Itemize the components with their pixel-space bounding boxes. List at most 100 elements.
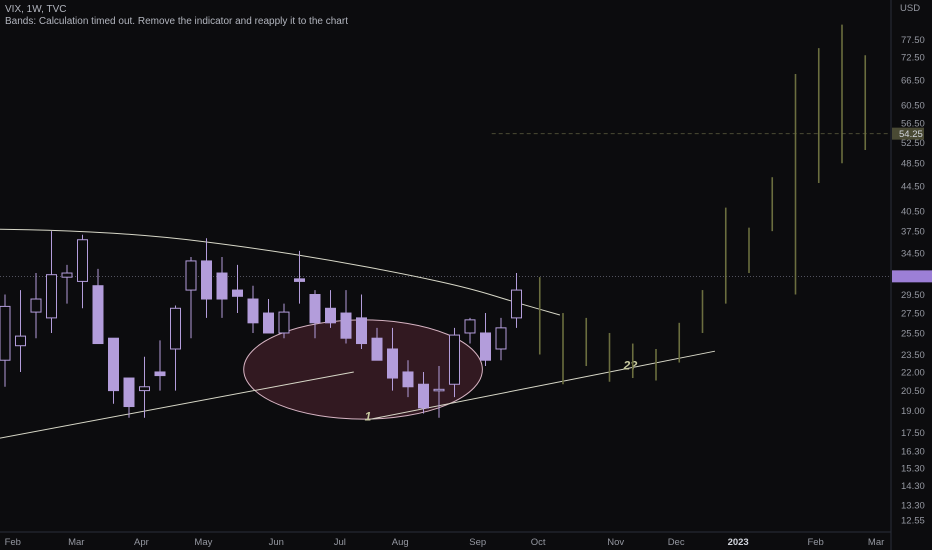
time-tick-label: Jul [334, 537, 346, 548]
candle-body-down [216, 272, 228, 300]
time-tick-label: Apr [134, 537, 149, 548]
candle [185, 257, 197, 339]
candle-body-down [480, 332, 491, 361]
price-tick-label: 52.50 [901, 138, 925, 149]
price-axis-panel[interactable] [891, 0, 932, 532]
candle [356, 294, 367, 349]
time-tick-label: Feb [807, 537, 823, 548]
candle-body-up [433, 388, 445, 392]
candle-body-up [495, 327, 507, 350]
candle-body-down [309, 294, 321, 324]
candle [278, 303, 290, 339]
candle [0, 294, 11, 387]
candle [402, 360, 414, 398]
candle [433, 366, 445, 418]
projection-bars-layer [538, 24, 867, 385]
projection-price-badge [892, 127, 924, 140]
price-tick-label: 14.30 [901, 481, 925, 492]
price-tick-label: 72.50 [901, 53, 925, 64]
lower-support-trendline [0, 371, 354, 439]
time-tick-label: Oct [531, 537, 546, 548]
candle-body-up [185, 260, 197, 291]
price-tick-label: 48.50 [901, 159, 925, 170]
projection-price-label: 54.25 [899, 129, 923, 140]
time-axis-panel[interactable] [0, 532, 891, 550]
time-tick-label: May [194, 537, 212, 548]
price-tick-label: 56.50 [901, 118, 925, 129]
candle [123, 377, 135, 418]
candle-body-down [201, 260, 212, 300]
price-tick-label: 34.50 [901, 249, 925, 260]
candle-body-down [123, 377, 135, 408]
candle [495, 317, 507, 361]
candle [340, 290, 352, 344]
candle-body-up [77, 239, 88, 282]
candle-body-up [15, 335, 26, 347]
candle [263, 299, 274, 334]
candle [511, 273, 522, 328]
price-tick-label: 66.50 [901, 75, 925, 86]
candle-body-up [30, 298, 42, 313]
candle-body-down [154, 371, 166, 377]
candle-body-up [46, 274, 57, 319]
candle [371, 327, 383, 361]
candles-layer [0, 231, 522, 418]
candle-body-up [0, 305, 11, 361]
price-axis-ticks: 77.50 72.50 66.50 60.50 56.50 52.50 48.50 44.50… [901, 35, 925, 527]
price-tick-label: 22.00 [901, 367, 925, 378]
price-tick-label: 17.50 [901, 428, 925, 439]
price-tick-label: 44.50 [901, 181, 925, 192]
chart-symbol-title[interactable]: VIX, 1W, TVC [5, 4, 67, 15]
candle [15, 290, 26, 372]
candle [480, 313, 491, 367]
price-tick-label: 60.50 [901, 100, 925, 111]
time-tick-label: Sep [469, 537, 486, 548]
current-price-badge [892, 270, 932, 283]
time-tick-label: Nov [607, 537, 624, 548]
candle-body-down [247, 298, 259, 324]
candle-body-up [278, 311, 290, 334]
candle-body-up [170, 307, 181, 350]
candle-body-up [449, 334, 460, 385]
candle-body-up [61, 272, 73, 278]
candle-body-up [139, 386, 150, 392]
candle [139, 356, 150, 418]
candle [46, 231, 57, 333]
price-tick-label: 16.30 [901, 447, 925, 458]
candle-body-down [232, 289, 243, 297]
candle-body-down [92, 285, 104, 345]
price-tick-label: 15.30 [901, 463, 925, 474]
currency-label: USD [900, 3, 920, 14]
time-tick-label: Jun [269, 537, 284, 548]
candle-body-down [418, 383, 429, 409]
candle [92, 268, 104, 345]
candle-body-down [294, 278, 305, 282]
candle [30, 273, 42, 339]
candle [325, 290, 336, 328]
time-tick-label: Mar [68, 537, 84, 548]
wave-annotation-2: 2? [622, 359, 638, 373]
candle [77, 234, 88, 309]
candle-body-up [511, 289, 522, 319]
candle-body-down [402, 371, 414, 388]
candle [247, 285, 259, 333]
candle-body-down [340, 312, 352, 339]
candle [61, 264, 73, 304]
price-tick-label: 27.50 [901, 309, 925, 320]
indicator-warning-text: Bands: Calculation timed out. Remove the… [5, 16, 348, 27]
price-tick-label: 29.50 [901, 290, 925, 301]
time-tick-label: Aug [392, 537, 409, 548]
price-tick-label: 37.50 [901, 227, 925, 238]
price-tick-label: 40.50 [901, 206, 925, 217]
time-tick-label: Feb [5, 537, 21, 548]
candle [294, 250, 305, 304]
candle [418, 371, 429, 414]
candle-body-down [371, 337, 383, 361]
candle [387, 327, 398, 391]
candle-body-up [464, 319, 476, 334]
candle [449, 327, 460, 398]
candle-body-down [263, 312, 274, 334]
candle [309, 290, 321, 339]
